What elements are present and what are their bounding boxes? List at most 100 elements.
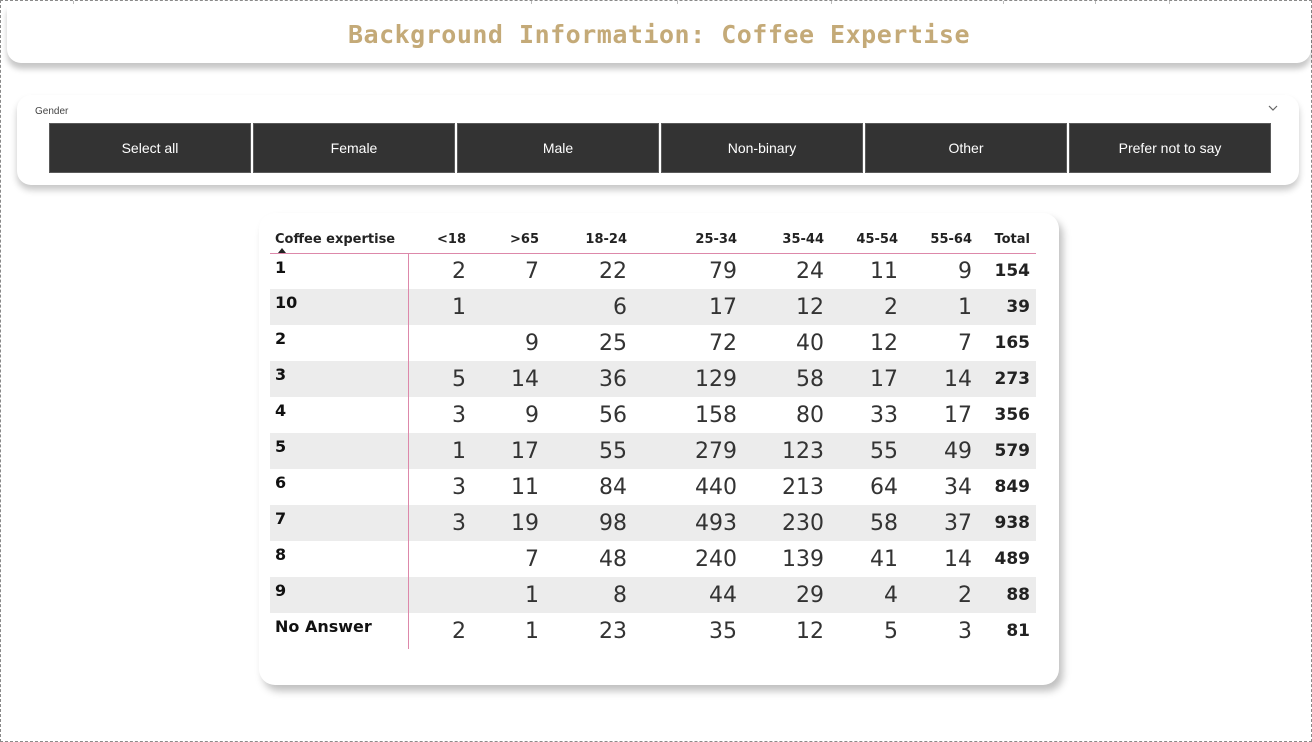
table-cell: 14 (904, 361, 978, 397)
table-cell: 24 (796, 258, 824, 284)
table-cell: 64 (870, 474, 898, 500)
table-cell: 17 (944, 402, 972, 428)
table-cell: 279 (633, 433, 743, 469)
slicer-option-other[interactable]: Other (865, 123, 1067, 173)
slicer-option-male[interactable]: Male (457, 123, 659, 173)
row-total-cell: 938 (978, 505, 1036, 541)
column-header-total[interactable]: Total (978, 226, 1036, 254)
table-cell: 58 (830, 505, 904, 541)
table-cell: 80 (796, 402, 824, 428)
table-cell: 158 (695, 402, 737, 428)
table-cell: 37 (904, 505, 978, 541)
table-cell: 48 (599, 546, 627, 572)
row-total-cell: 273 (978, 361, 1036, 397)
table-row: 7 3 19 98 493 230 58 37 938 (270, 505, 1036, 541)
table-cell: 17 (830, 361, 904, 397)
table-cell: 3 (452, 474, 466, 500)
slicer-option-select-all[interactable]: Select all (49, 123, 251, 173)
row-header: 3 (270, 361, 409, 397)
column-header-age-3[interactable]: 25-34 (633, 226, 743, 254)
column-header-age-5[interactable]: 45-54 (830, 226, 904, 254)
table-cell: 19 (472, 505, 545, 541)
table-cell: 4 (830, 577, 904, 613)
table-row: 3 5 14 36 129 58 17 14 273 (270, 361, 1036, 397)
table-cell: 139 (782, 546, 824, 572)
table-cell: 36 (545, 361, 633, 397)
row-total-cell: 356 (994, 405, 1031, 425)
table-cell: 34 (944, 474, 972, 500)
table-cell: 56 (599, 402, 627, 428)
table-row: 5 1 17 55 279 123 55 49 579 (270, 433, 1036, 469)
table-cell: 29 (743, 577, 830, 613)
table-row: 1 2 7 22 79 24 11 9 154 (270, 253, 1036, 289)
table-cell: 35 (709, 618, 737, 644)
table-cell: 2 (904, 577, 978, 613)
row-total-cell: 154 (994, 261, 1031, 282)
coffee-expertise-matrix: Coffee expertise <18 >65 18-24 25-34 35-44 45-… (270, 226, 1036, 649)
table-cell: 55 (830, 433, 904, 469)
table-cell: 12 (743, 289, 830, 325)
column-header-label: Coffee expertise (275, 231, 396, 247)
row-header: 8 (270, 541, 409, 577)
row-total-cell: 165 (994, 333, 1031, 353)
slicer-button-group: Select all Female Male Non-binary Other Prefe… (49, 123, 1273, 173)
table-cell: 230 (743, 505, 830, 541)
table-cell: 17 (633, 289, 743, 325)
table-cell: 213 (782, 474, 824, 500)
table-row: 9 1 8 44 29 4 2 88 (270, 577, 1036, 613)
table-cell (472, 289, 545, 325)
table-cell (408, 577, 472, 613)
table-cell: 84 (599, 474, 627, 500)
table-cell: 40 (796, 330, 824, 356)
table-cell: 6 (545, 289, 633, 325)
table-cell: 8 (545, 577, 633, 613)
row-total-cell: 579 (978, 433, 1036, 469)
row-total-cell: 489 (994, 549, 1031, 569)
table-cell: 493 (633, 505, 743, 541)
title-card: Background Information: Coffee Expertise (7, 5, 1311, 63)
table-cell: 129 (633, 361, 743, 397)
column-header-age-6[interactable]: 55-64 (904, 226, 978, 254)
table-row: 8 7 48 240 139 41 14 489 (270, 541, 1036, 577)
table-row: No Answer 2 1 23 35 12 5 3 81 (270, 613, 1036, 649)
row-header: 10 (270, 289, 409, 325)
page-title: Background Information: Coffee Expertise (347, 19, 971, 49)
table-cell: 9 (525, 402, 539, 428)
table-cell: 240 (695, 546, 737, 572)
chevron-down-icon[interactable] (1267, 103, 1279, 113)
table-row: 10 1 6 17 12 2 1 39 (270, 289, 1036, 325)
row-header: 1 (270, 253, 409, 289)
matrix-card: Coffee expertise <18 >65 18-24 25-34 35-44 45-… (259, 213, 1059, 685)
row-total-cell: 39 (978, 289, 1036, 325)
row-header: 2 (270, 325, 409, 361)
row-header: 6 (270, 469, 409, 505)
table-cell: 440 (695, 474, 737, 500)
table-cell: 123 (743, 433, 830, 469)
table-cell: 17 (472, 433, 545, 469)
table-cell: 7 (525, 546, 539, 572)
slicer-option-prefer-not-to-say[interactable]: Prefer not to say (1069, 123, 1271, 173)
table-cell: 11 (870, 258, 898, 284)
column-header-coffee-expertise[interactable]: Coffee expertise (270, 226, 408, 254)
column-header-age-4[interactable]: 35-44 (743, 226, 830, 254)
row-header: 4 (270, 397, 409, 433)
column-header-age-2[interactable]: 18-24 (545, 226, 633, 254)
table-cell: 2 (452, 618, 466, 644)
sort-ascending-icon[interactable] (278, 247, 286, 253)
table-cell: 55 (545, 433, 633, 469)
column-header-age-0[interactable]: <18 (408, 226, 472, 254)
table-cell: 7 (958, 330, 972, 356)
top-tab-ticks (1, 1, 1312, 5)
row-header: No Answer (270, 613, 409, 649)
slicer-option-female[interactable]: Female (253, 123, 455, 173)
table-cell: 72 (709, 330, 737, 356)
table-cell: 12 (796, 618, 824, 644)
table-cell: 1 (408, 433, 472, 469)
column-header-age-1[interactable]: >65 (472, 226, 545, 254)
table-cell: 49 (904, 433, 978, 469)
table-row: 4 3 9 56 158 80 33 17 356 (270, 397, 1036, 433)
table-cell: 22 (599, 258, 627, 284)
slicer-option-non-binary[interactable]: Non-binary (661, 123, 863, 173)
table-cell: 3 (958, 618, 972, 644)
table-cell (408, 325, 472, 361)
